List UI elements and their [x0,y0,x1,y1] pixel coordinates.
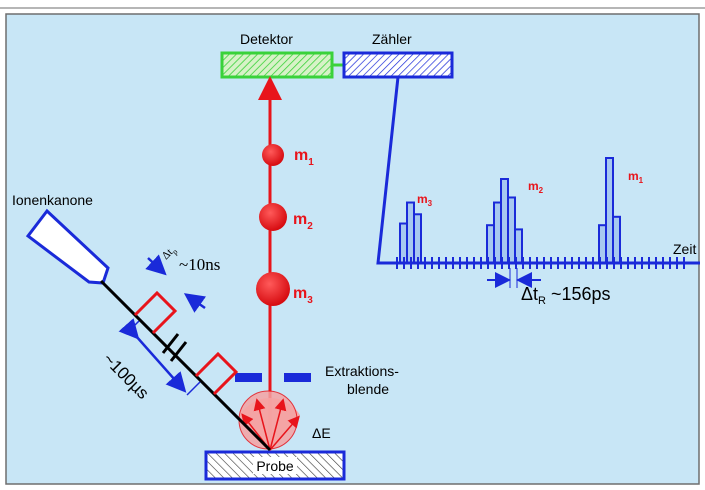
spectrum-label-m3: m3 [417,192,433,208]
resolution-label: ΔtR ~156ps [521,284,611,307]
ion-gun-body [25,208,110,285]
sample-label: Probe [256,458,294,474]
spectrum-bar [612,215,621,265]
spectrum-label-m2: m2 [528,179,544,195]
period-tick-right [186,381,201,396]
spectrum-bar [507,196,516,264]
primary-pulse-2 [194,351,239,396]
spectrum-bar [493,201,502,265]
energy-spread-arrows [241,398,300,451]
spectrum-label-m1: m1 [628,169,644,185]
mass-label-m2: m2 [293,211,313,232]
counter-box [342,51,454,79]
extraction-label-1: Extraktions- [325,363,399,379]
spectrum-bar [413,213,422,264]
ion-m3 [256,272,290,306]
detector-label: Detektor [240,31,293,47]
spectrum-bar [605,157,614,264]
extraction-label-2: blende [347,381,389,397]
mass-label-m3: m3 [293,285,313,306]
ion-m2 [259,203,287,231]
detector-box [220,51,334,79]
spectrum-bar [500,178,509,264]
energy-spread-label: ΔE [312,425,331,441]
extraction-plate-right [284,373,311,382]
mass-label-m1: m1 [294,147,314,168]
time-axis-label: Zeit [673,241,696,257]
sample-box [204,450,346,481]
ion-m1 [262,144,284,166]
ion-gun-label: Ionenkanone [12,192,93,208]
pulse-width-value: ~10ns [179,255,220,274]
counter-label: Zähler [372,31,412,47]
pulse-width-arrow-left [145,254,167,276]
period-arrow [118,318,187,393]
diagram-panel [5,13,700,485]
time-axis-ticks [396,257,685,269]
sample-label-bg [253,457,297,474]
spectrum-bar [406,201,415,265]
pulse-width-symbol: Δtp [160,244,180,264]
extraction-plate-left [235,373,262,382]
pulse-width-arrow-right [183,293,207,313]
